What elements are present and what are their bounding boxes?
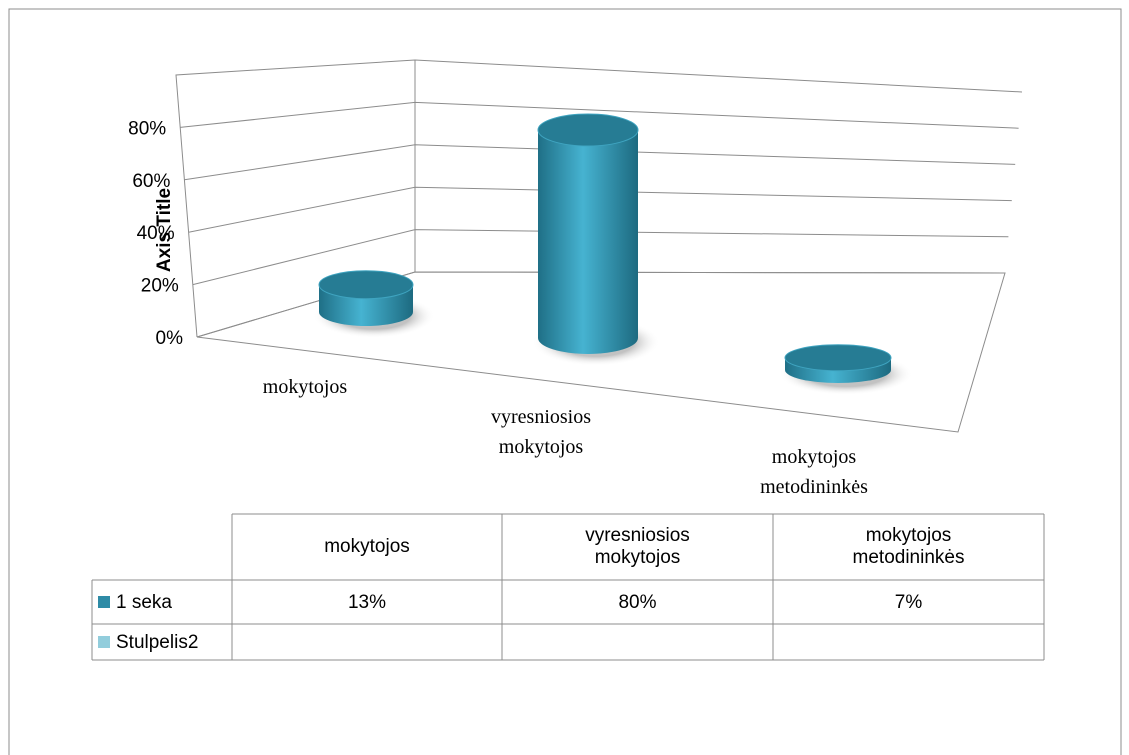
cylinder-top [318, 270, 414, 300]
label-line: vyresniosios [585, 525, 690, 546]
table-value: 13% [348, 592, 386, 613]
y-tick-label: 20% [141, 276, 179, 297]
legend-label: 1 seka [116, 592, 172, 613]
y-tick-label: 40% [137, 223, 175, 244]
y-tick-label: 0% [156, 328, 184, 349]
table-value: 80% [618, 592, 656, 613]
legend-swatch [98, 596, 110, 608]
cylinder-top [537, 113, 639, 147]
chart-border [8, 8, 1122, 755]
label-line: mokytojos [499, 436, 584, 458]
label-line: metodininkės [760, 476, 868, 498]
x-tick-label: mokytojos [263, 376, 348, 398]
grid-line [188, 186, 1012, 233]
y-tick-label: 60% [132, 171, 170, 192]
label-line: mokytojos [866, 525, 952, 546]
table-header: mokytojos metodininkės [853, 525, 965, 568]
y-tick-label: 80% [128, 118, 166, 139]
grid-line [192, 229, 1009, 286]
legend-swatch [98, 636, 110, 648]
table-header: mokytojos [324, 536, 410, 557]
axis-title: Axis Title [154, 188, 175, 272]
label-line: mokytojos [324, 536, 410, 557]
grid-line [184, 144, 1016, 181]
legend-label: Stulpelis2 [116, 632, 198, 653]
table-header: vyresniosios mokytojos [585, 525, 690, 568]
label-line: vyresniosios [491, 406, 591, 428]
cylinder [538, 130, 638, 354]
label-line: mokytojos [772, 446, 857, 468]
label-line: mokytojos [263, 376, 348, 398]
table-value: 7% [895, 592, 923, 613]
wall-edge [175, 59, 1023, 338]
x-tick-label: mokytojos metodininkės [760, 446, 868, 498]
grid-line [196, 271, 1006, 338]
label-line: mokytojos [595, 547, 681, 568]
cylinder-top [784, 344, 892, 372]
grid-line [180, 101, 1019, 129]
x-tick-label: vyresniosios mokytojos [491, 406, 591, 458]
label-line: metodininkės [853, 547, 965, 568]
